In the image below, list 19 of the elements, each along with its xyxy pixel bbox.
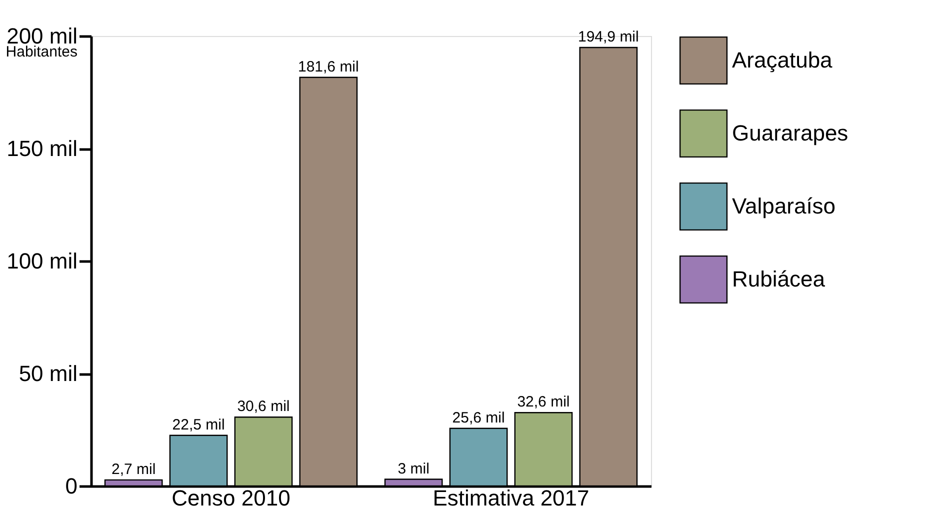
y-axis-title: Habitantes — [6, 44, 78, 60]
data-label: 32,6 mil — [517, 394, 570, 411]
y-tick-label: 150 mil — [6, 136, 78, 161]
y-tick-label: 50 mil — [18, 361, 78, 386]
data-label: 22,5 mil — [172, 416, 225, 434]
data-label: 194,9 mil — [578, 28, 639, 46]
y-tick-label: 100 mil — [6, 248, 78, 274]
y-tick-label: 0 — [65, 474, 78, 498]
legend-label: Valparaíso — [732, 194, 836, 218]
legend-label: Araçatuba — [732, 48, 834, 72]
x-tick-label: Censo 2010 — [172, 486, 290, 510]
data-label: 30,6 mil — [237, 398, 290, 416]
data-label: 2,7 mil — [111, 460, 156, 478]
data-label: 25,6 mil — [452, 409, 505, 426]
legend-label: Guararapes — [732, 120, 848, 146]
data-label: 3 mil — [398, 460, 430, 478]
x-tick-label: Estimativa 2017 — [432, 486, 590, 510]
legend-label: Rubiácea — [732, 266, 826, 292]
data-label: 181,6 mil — [298, 58, 359, 76]
